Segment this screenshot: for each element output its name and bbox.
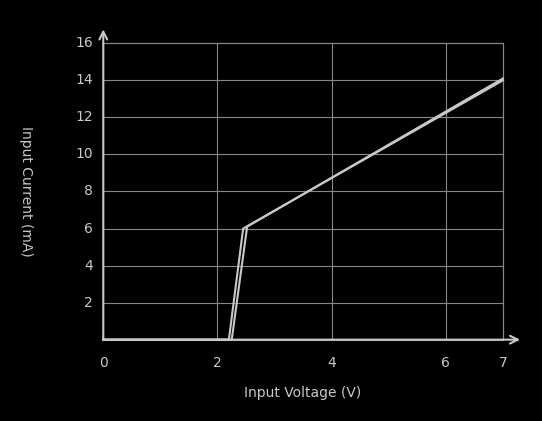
Text: 16: 16 <box>75 36 93 50</box>
Text: 7: 7 <box>499 356 507 370</box>
Text: 4: 4 <box>327 356 336 370</box>
Text: 12: 12 <box>75 110 93 124</box>
Text: 2: 2 <box>84 296 93 309</box>
Text: 0: 0 <box>99 356 108 370</box>
Text: 6: 6 <box>84 221 93 235</box>
Text: 2: 2 <box>213 356 222 370</box>
Text: 8: 8 <box>84 184 93 198</box>
Text: 10: 10 <box>75 147 93 161</box>
Text: Input Voltage (V): Input Voltage (V) <box>244 386 362 400</box>
Text: 6: 6 <box>441 356 450 370</box>
Text: 4: 4 <box>84 258 93 272</box>
Text: 14: 14 <box>75 73 93 87</box>
Text: Input Current (mA): Input Current (mA) <box>19 126 33 257</box>
